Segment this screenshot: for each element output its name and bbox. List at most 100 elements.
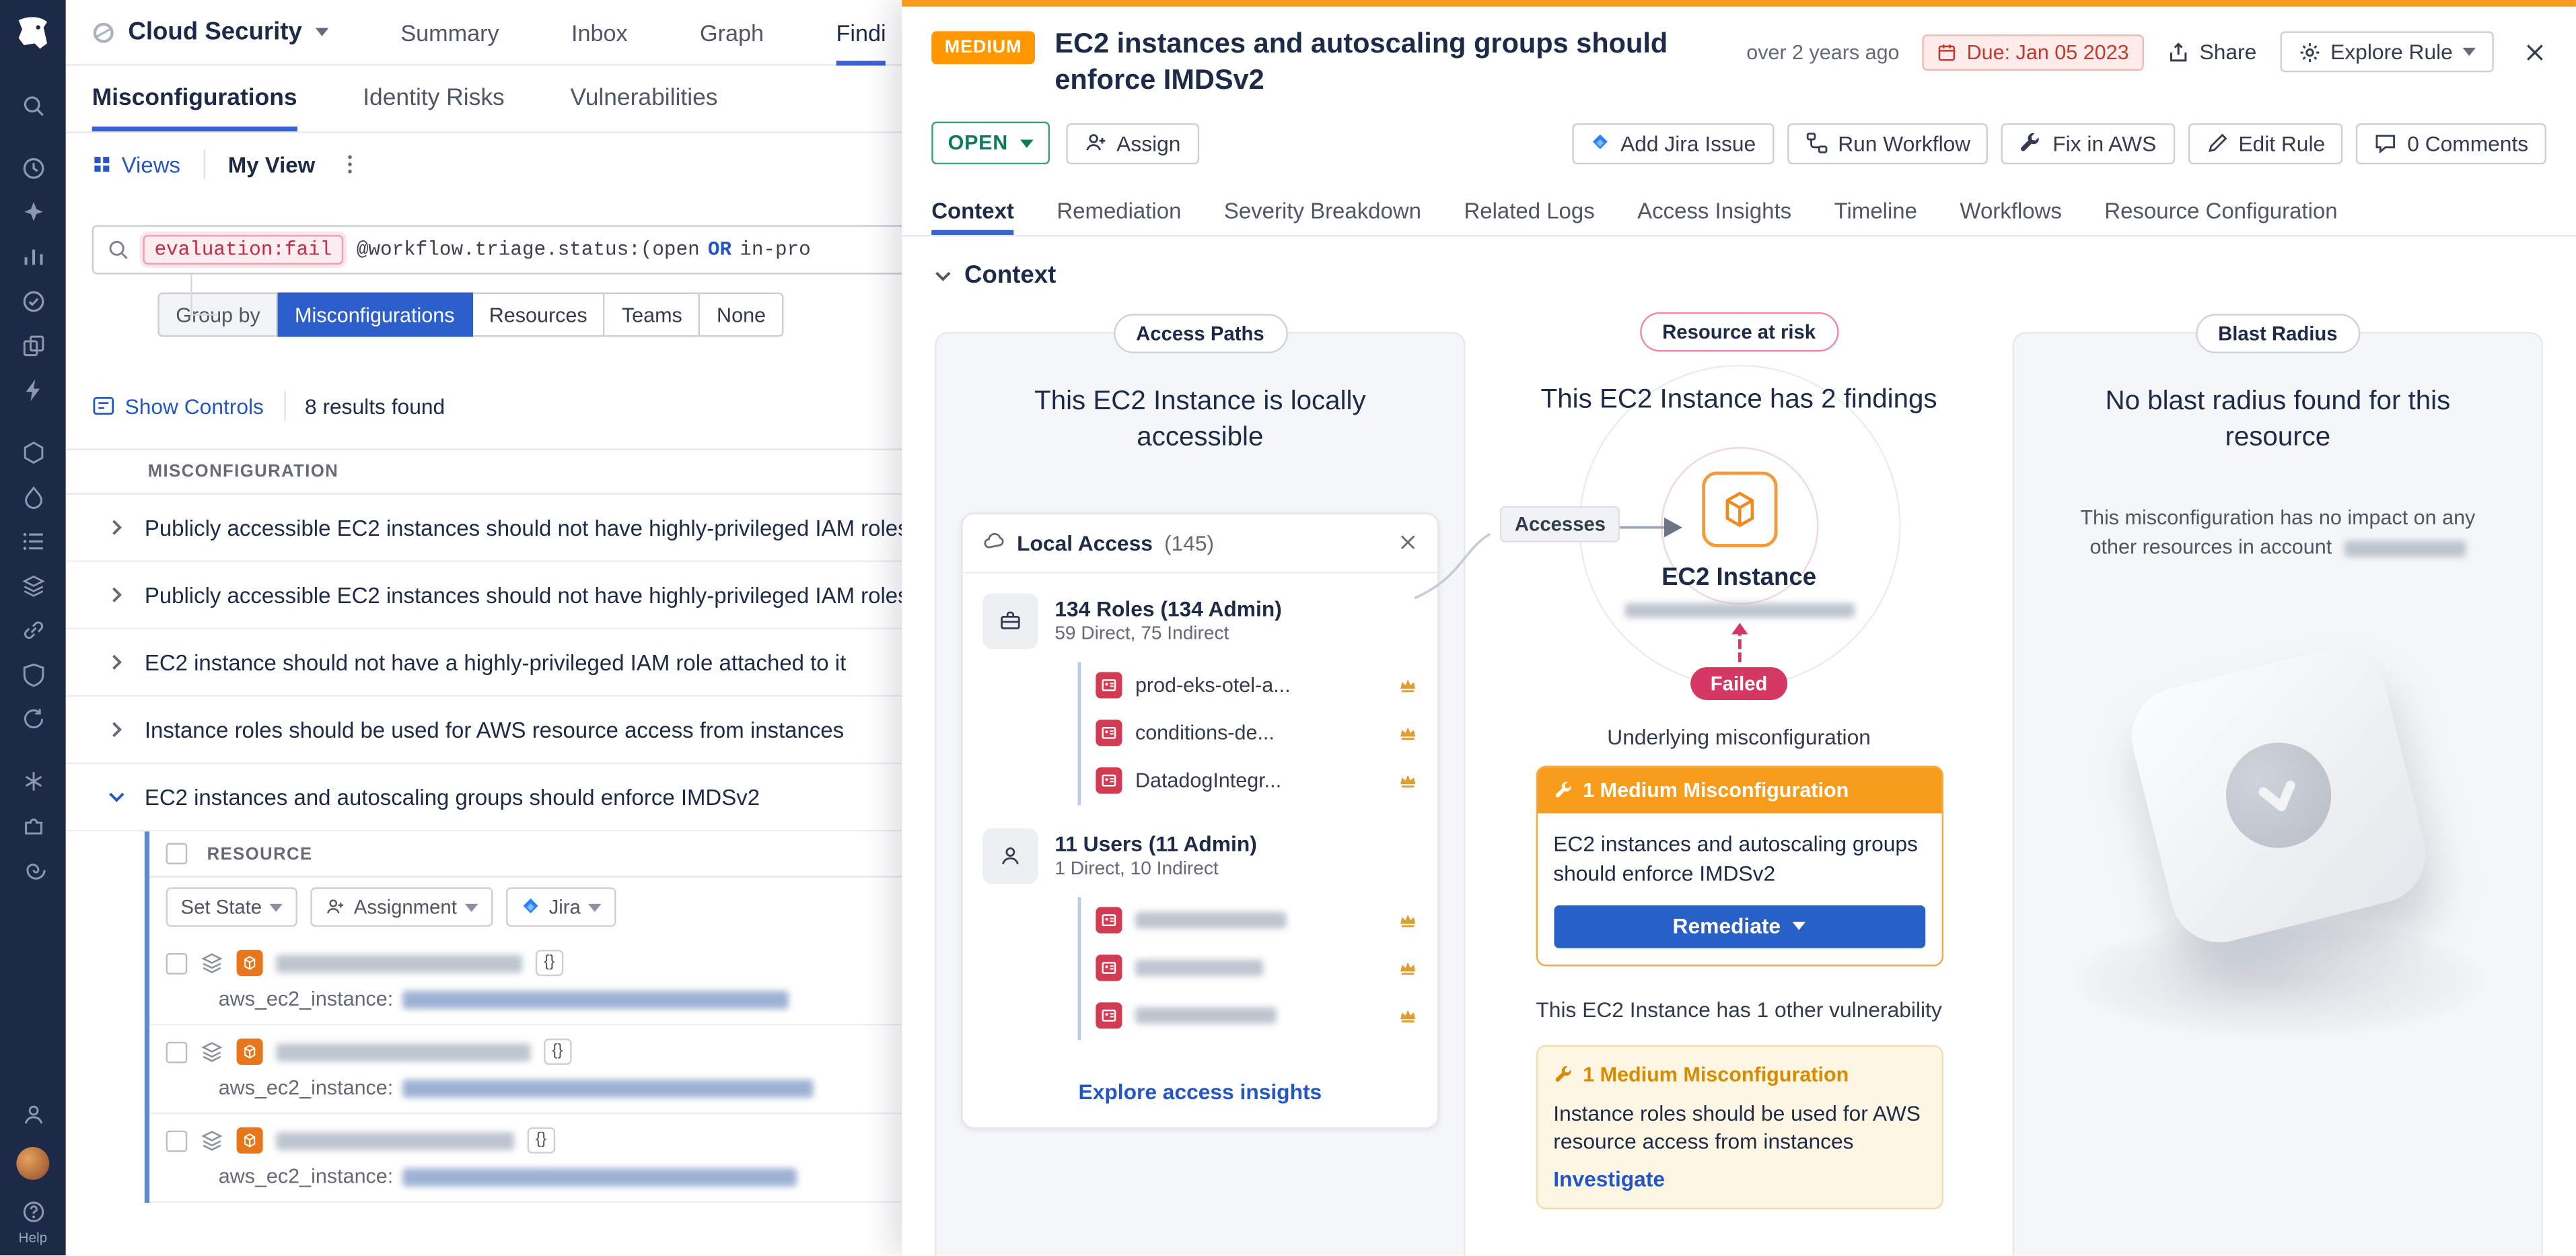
fix-in-aws-button[interactable]: Fix in AWS	[2001, 123, 2175, 164]
table-row-expanded[interactable]: EC2 instances and autoscaling groups sho…	[65, 764, 902, 832]
query-token-evaluation-fail[interactable]: evaluation:fail	[143, 235, 344, 265]
tab-related-logs[interactable]: Related Logs	[1464, 199, 1595, 224]
group-by-misconfigurations[interactable]: Misconfigurations	[278, 292, 473, 337]
explore-rule-button[interactable]: Explore Rule	[2279, 31, 2494, 73]
tab-remediation[interactable]: Remediation	[1057, 199, 1182, 224]
json-badge[interactable]: {}	[527, 1127, 555, 1154]
context-section-toggle[interactable]: Context	[935, 262, 2543, 289]
lightning-icon[interactable]	[0, 376, 66, 403]
assign-button[interactable]: Assign	[1065, 123, 1199, 164]
table-row[interactable]: Publicly accessible EC2 instances should…	[65, 495, 902, 562]
remediate-button[interactable]: Remediate	[1553, 905, 1925, 948]
assignment-dropdown[interactable]: Assignment	[311, 887, 493, 927]
context-cards: Access Paths This EC2 Instance is locall…	[935, 312, 2544, 1256]
add-jira-issue-button[interactable]: Add Jira Issue	[1573, 123, 1775, 164]
asterisk-icon[interactable]	[0, 767, 66, 794]
run-workflow-button[interactable]: Run Workflow	[1787, 123, 1989, 164]
table-row[interactable]: EC2 instance should not have a highly-pr…	[65, 629, 902, 697]
search-input[interactable]: evaluation:fail @workflow.triage.status:…	[92, 225, 902, 275]
views-button[interactable]: Views	[92, 152, 180, 176]
close-panel-button[interactable]	[2524, 40, 2546, 63]
tab-vulnerabilities[interactable]: Vulnerabilities	[570, 85, 718, 112]
user-item[interactable]	[1096, 897, 1417, 944]
spiral-icon[interactable]	[0, 856, 66, 882]
copy-icon[interactable]	[0, 332, 66, 358]
group-by-resources[interactable]: Resources	[472, 292, 606, 337]
resource-row[interactable]: {} aws_ec2_instance:	[149, 1025, 902, 1115]
edit-rule-button[interactable]: Edit Rule	[2187, 123, 2344, 164]
tab-misconfigurations[interactable]: Misconfigurations	[92, 66, 297, 132]
user-item[interactable]	[1096, 992, 1417, 1040]
current-view-tab[interactable]: My View	[227, 151, 316, 177]
set-state-dropdown[interactable]: Set State	[166, 887, 298, 927]
row-checkbox[interactable]	[166, 1041, 188, 1063]
tab-resource-configuration[interactable]: Resource Configuration	[2104, 199, 2338, 224]
resource-row[interactable]: {} aws_ec2_instance:	[149, 1114, 902, 1203]
hive-icon[interactable]	[0, 439, 66, 465]
select-all-checkbox[interactable]	[166, 843, 188, 865]
nav-item-graph[interactable]: Graph	[700, 19, 764, 46]
layers-icon[interactable]	[0, 572, 66, 598]
history-icon[interactable]	[0, 154, 66, 180]
ec2-instance-icon[interactable]	[1701, 472, 1777, 549]
check-circle-icon[interactable]	[0, 287, 66, 314]
group-by-teams[interactable]: Teams	[605, 292, 701, 337]
redacted-user-name	[1135, 1008, 1277, 1024]
chart-icon[interactable]	[0, 243, 66, 269]
tab-severity-breakdown[interactable]: Severity Breakdown	[1223, 199, 1421, 224]
link-icon[interactable]	[0, 616, 66, 642]
admin-crown-icon	[1398, 771, 1418, 791]
list-icon[interactable]	[0, 528, 66, 554]
nav-item-summary[interactable]: Summary	[400, 19, 499, 46]
query-part-2: in-pro	[740, 238, 811, 262]
tab-timeline[interactable]: Timeline	[1834, 199, 1917, 224]
refresh-icon[interactable]	[0, 705, 66, 731]
more-options-icon[interactable]	[338, 153, 361, 176]
nav-item-inbox[interactable]: Inbox	[571, 19, 628, 46]
blast-radius-card: Blast Radius No blast radius found for t…	[2012, 314, 2544, 1256]
tab-workflows[interactable]: Workflows	[1960, 199, 2062, 224]
json-badge[interactable]: {}	[544, 1038, 571, 1065]
triage-toolbar: OPEN Assign Add Jira Issue Run Workflow	[902, 122, 2576, 165]
close-local-access-button[interactable]	[1398, 533, 1418, 553]
query-text[interactable]: @workflow.triage.status:(open OR in-pro	[357, 238, 811, 261]
row-checkbox[interactable]	[166, 952, 188, 974]
puzzle-icon[interactable]	[0, 812, 66, 838]
group-by-none[interactable]: None	[700, 292, 784, 337]
comments-button[interactable]: 0 Comments	[2356, 123, 2547, 164]
resource-type-label: EC2 Instance	[1661, 564, 1817, 592]
status-label: OPEN	[947, 131, 1009, 155]
product-switcher[interactable]: Cloud Security	[92, 18, 328, 46]
datadog-logo[interactable]	[11, 13, 54, 56]
user-item[interactable]	[1096, 944, 1417, 992]
row-checkbox[interactable]	[166, 1129, 188, 1152]
admin-crown-icon	[1398, 911, 1418, 930]
help-icon[interactable]	[0, 1198, 66, 1224]
tab-context[interactable]: Context	[931, 186, 1014, 235]
tab-access-insights[interactable]: Access Insights	[1637, 199, 1792, 224]
tab-identity-risks[interactable]: Identity Risks	[363, 85, 505, 112]
json-badge[interactable]: {}	[535, 950, 563, 977]
table-row[interactable]: Instance roles should be used for AWS re…	[65, 697, 902, 765]
explore-access-insights-link[interactable]: Explore access insights	[1078, 1079, 1322, 1104]
user-avatar[interactable]	[16, 1147, 50, 1180]
jira-dropdown[interactable]: Jira	[506, 887, 617, 927]
ec2-resource-icon	[236, 1038, 263, 1065]
share-button[interactable]: Share	[2167, 40, 2256, 64]
show-controls-button[interactable]: Show Controls	[92, 394, 264, 418]
role-item[interactable]: DatadogIntegr...	[1096, 757, 1417, 805]
table-row[interactable]: Publicly accessible EC2 instances should…	[65, 562, 902, 630]
investigate-link[interactable]: Investigate	[1553, 1166, 1666, 1191]
column-header-resource: RESOURCE	[207, 843, 313, 864]
droplet-icon[interactable]	[0, 483, 66, 510]
user-icon[interactable]	[0, 1101, 66, 1127]
shield-icon[interactable]	[0, 660, 66, 687]
search-icon[interactable]	[0, 92, 66, 118]
role-item[interactable]: prod-eks-otel-a...	[1096, 662, 1417, 709]
role-item[interactable]: conditions-de...	[1096, 709, 1417, 757]
other-misconfiguration-card: 1 Medium Misconfiguration Instance roles…	[1535, 1044, 1943, 1209]
resource-row[interactable]: {} aws_ec2_instance:	[149, 937, 902, 1026]
nav-item-findings[interactable]: Findi	[836, 0, 886, 65]
status-select[interactable]: OPEN	[931, 122, 1050, 165]
sparkle-icon[interactable]	[0, 199, 66, 225]
